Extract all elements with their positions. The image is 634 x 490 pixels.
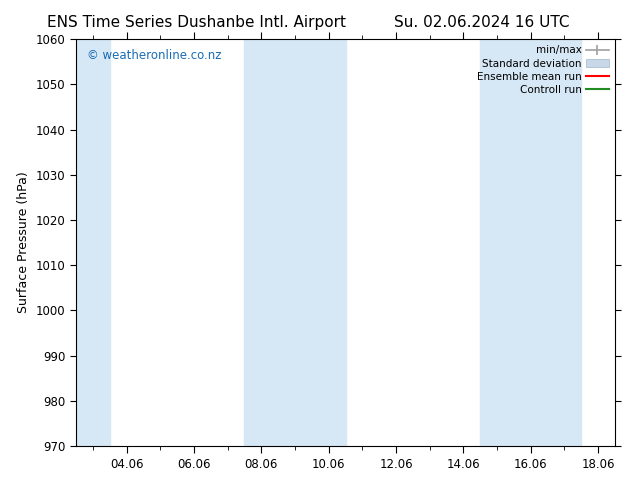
Bar — [480, 39, 581, 446]
Bar — [76, 39, 110, 446]
Text: ENS Time Series Dushanbe Intl. Airport: ENS Time Series Dushanbe Intl. Airport — [47, 15, 346, 30]
Text: Su. 02.06.2024 16 UTC: Su. 02.06.2024 16 UTC — [394, 15, 569, 30]
Y-axis label: Surface Pressure (hPa): Surface Pressure (hPa) — [17, 172, 30, 314]
Legend: min/max, Standard deviation, Ensemble mean run, Controll run: min/max, Standard deviation, Ensemble me… — [473, 41, 613, 99]
Bar — [245, 39, 346, 446]
Text: © weatheronline.co.nz: © weatheronline.co.nz — [87, 49, 221, 62]
